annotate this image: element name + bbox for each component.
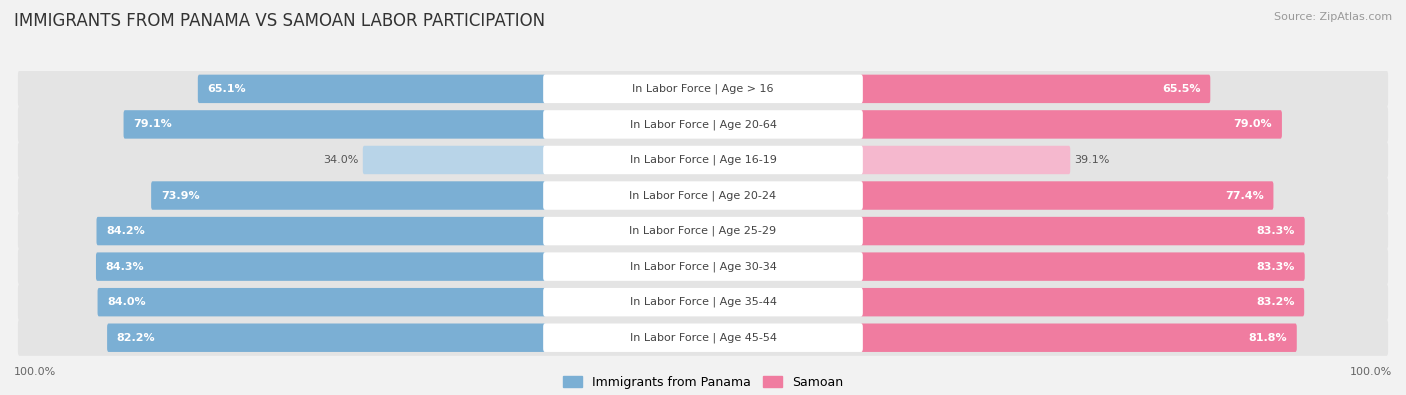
FancyBboxPatch shape — [18, 71, 1388, 107]
FancyBboxPatch shape — [107, 324, 546, 352]
Text: 84.3%: 84.3% — [105, 261, 145, 272]
FancyBboxPatch shape — [18, 284, 1388, 320]
FancyBboxPatch shape — [198, 75, 546, 103]
FancyBboxPatch shape — [543, 252, 863, 281]
Text: In Labor Force | Age 45-54: In Labor Force | Age 45-54 — [630, 333, 776, 343]
Text: 65.5%: 65.5% — [1163, 84, 1201, 94]
FancyBboxPatch shape — [18, 106, 1388, 143]
FancyBboxPatch shape — [543, 146, 863, 174]
Text: 100.0%: 100.0% — [14, 367, 56, 377]
FancyBboxPatch shape — [860, 252, 1305, 281]
FancyBboxPatch shape — [543, 110, 863, 139]
FancyBboxPatch shape — [18, 320, 1388, 356]
Text: 73.9%: 73.9% — [160, 190, 200, 201]
FancyBboxPatch shape — [18, 213, 1388, 249]
Text: 83.2%: 83.2% — [1256, 297, 1295, 307]
FancyBboxPatch shape — [860, 217, 1305, 245]
Text: 83.3%: 83.3% — [1257, 261, 1295, 272]
FancyBboxPatch shape — [18, 142, 1388, 178]
Text: In Labor Force | Age 35-44: In Labor Force | Age 35-44 — [630, 297, 776, 307]
Text: In Labor Force | Age 20-24: In Labor Force | Age 20-24 — [630, 190, 776, 201]
Text: 79.0%: 79.0% — [1233, 119, 1272, 130]
FancyBboxPatch shape — [97, 217, 546, 245]
Text: 79.1%: 79.1% — [134, 119, 172, 130]
FancyBboxPatch shape — [18, 248, 1388, 285]
FancyBboxPatch shape — [543, 181, 863, 210]
FancyBboxPatch shape — [860, 324, 1296, 352]
Text: 84.2%: 84.2% — [105, 226, 145, 236]
Text: In Labor Force | Age 16-19: In Labor Force | Age 16-19 — [630, 155, 776, 165]
Text: 83.3%: 83.3% — [1257, 226, 1295, 236]
Text: 82.2%: 82.2% — [117, 333, 156, 343]
FancyBboxPatch shape — [363, 146, 546, 174]
Text: In Labor Force | Age 25-29: In Labor Force | Age 25-29 — [630, 226, 776, 236]
Text: In Labor Force | Age 30-34: In Labor Force | Age 30-34 — [630, 261, 776, 272]
FancyBboxPatch shape — [124, 110, 546, 139]
Text: 100.0%: 100.0% — [1350, 367, 1392, 377]
FancyBboxPatch shape — [18, 177, 1388, 214]
FancyBboxPatch shape — [543, 324, 863, 352]
FancyBboxPatch shape — [860, 181, 1274, 210]
FancyBboxPatch shape — [97, 288, 546, 316]
FancyBboxPatch shape — [860, 146, 1070, 174]
Text: 39.1%: 39.1% — [1074, 155, 1109, 165]
FancyBboxPatch shape — [860, 288, 1305, 316]
Text: Source: ZipAtlas.com: Source: ZipAtlas.com — [1274, 12, 1392, 22]
Legend: Immigrants from Panama, Samoan: Immigrants from Panama, Samoan — [562, 376, 844, 389]
FancyBboxPatch shape — [860, 75, 1211, 103]
Text: 84.0%: 84.0% — [107, 297, 146, 307]
FancyBboxPatch shape — [150, 181, 546, 210]
Text: 34.0%: 34.0% — [323, 155, 359, 165]
Text: IMMIGRANTS FROM PANAMA VS SAMOAN LABOR PARTICIPATION: IMMIGRANTS FROM PANAMA VS SAMOAN LABOR P… — [14, 12, 546, 30]
FancyBboxPatch shape — [543, 288, 863, 316]
Text: In Labor Force | Age 20-64: In Labor Force | Age 20-64 — [630, 119, 776, 130]
FancyBboxPatch shape — [543, 75, 863, 103]
FancyBboxPatch shape — [543, 217, 863, 245]
Text: In Labor Force | Age > 16: In Labor Force | Age > 16 — [633, 84, 773, 94]
FancyBboxPatch shape — [860, 110, 1282, 139]
Text: 65.1%: 65.1% — [208, 84, 246, 94]
Text: 81.8%: 81.8% — [1249, 333, 1286, 343]
FancyBboxPatch shape — [96, 252, 546, 281]
Text: 77.4%: 77.4% — [1225, 190, 1264, 201]
